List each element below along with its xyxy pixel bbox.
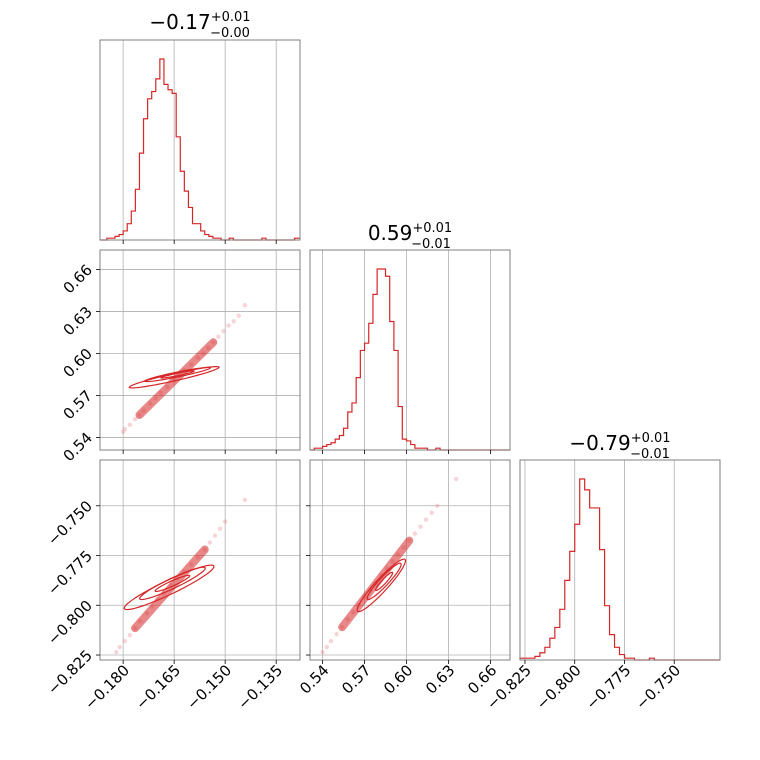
density-core — [135, 338, 218, 420]
sample-point-0 — [320, 649, 325, 655]
sample-point-19 — [222, 519, 228, 524]
sample-point-20 — [226, 323, 231, 328]
title-param-1-plus: +0.01 — [211, 10, 251, 25]
density-core — [131, 545, 209, 633]
tick-label-y-0: 0.54 — [60, 429, 96, 465]
sample-point-19 — [221, 328, 226, 334]
contour-level-0 — [154, 574, 191, 593]
title-param-3-minus: −0.01 — [630, 447, 670, 462]
sample-point-1 — [117, 644, 122, 650]
scatter-panel-param-1-vs-param-3: −0.825−0.800−0.775−0.750−0.180 −0.165 −0.1… — [44, 459, 301, 713]
sample-point-20 — [429, 510, 434, 515]
histogram-panel-param-3: −0.825−0.800−0.775−0.750 −0.79+0.01 −0.01 — [483, 431, 721, 713]
sample-point-21 — [231, 319, 236, 324]
sample-point-17 — [212, 533, 218, 538]
title-param-1-minus: −0.00 — [210, 26, 250, 41]
sample-point-0 — [120, 429, 126, 435]
tick-label-x-2: 0.60 — [380, 661, 416, 697]
title-param-1: −0.17+0.01 −0.00 — [149, 10, 250, 41]
tick-label-x-1: −0.800 — [533, 661, 585, 713]
sample-point-19 — [423, 517, 429, 522]
title-param-2-value: 0.59 — [368, 221, 413, 245]
tick-label-y-1: 0.57 — [60, 387, 96, 423]
title-param-1-value: −0.17 — [149, 10, 210, 34]
sample-point-18 — [418, 524, 423, 529]
tick-label-x-3: −0.135 — [234, 661, 286, 713]
tick-label-x-2: −0.775 — [583, 661, 635, 713]
sample-point-2 — [127, 422, 133, 428]
sample-point-1 — [324, 644, 329, 650]
contour-level-2 — [128, 366, 220, 389]
sample-point-1 — [122, 426, 128, 432]
histogram-panel-param-2: 0.59+0.01 −0.01 — [309, 221, 511, 454]
sample-point-18 — [216, 334, 221, 339]
sample-point-2 — [122, 638, 128, 644]
tick-label-x-0: −0.180 — [81, 661, 133, 713]
tick-label-y-3: −0.750 — [44, 497, 96, 549]
tick-label-x-2: −0.150 — [183, 661, 235, 713]
sample-point-16 — [207, 540, 213, 545]
tick-label-y-2: 0.60 — [60, 345, 96, 381]
tick-label-x-1: 0.57 — [338, 661, 374, 697]
contour-level-0 — [375, 571, 394, 592]
sample-point-3 — [127, 632, 133, 638]
sample-point-3 — [132, 417, 138, 422]
tick-label-x-1: −0.165 — [132, 661, 184, 713]
title-param-2-plus: +0.01 — [412, 221, 452, 236]
title-param-2-minus: −0.01 — [411, 237, 451, 252]
title-param-3: −0.79+0.01 −0.01 — [569, 431, 670, 462]
tick-label-y-0: −0.825 — [44, 646, 96, 698]
tick-label-x-3: −0.750 — [632, 661, 684, 713]
sample-point-22 — [236, 313, 241, 318]
scatter-panel-param-2-vs-param-3: 0.54 0.57 0.60 0.63 0.66 — [296, 459, 511, 698]
tick-label-y-3: 0.63 — [60, 303, 96, 339]
sample-point-22 — [453, 476, 459, 482]
histogram-panel-param-1: −0.17+0.01 −0.00 — [99, 10, 301, 244]
contour-level-2 — [123, 564, 215, 611]
sample-point-23 — [242, 303, 248, 308]
tick-label-x-0: 0.54 — [296, 661, 332, 697]
contour-level-2 — [356, 558, 407, 613]
sample-point-18 — [217, 526, 223, 531]
title-param-2: 0.59+0.01 −0.01 — [368, 221, 452, 252]
contour-level-1 — [366, 562, 402, 601]
sample-point-3 — [334, 631, 339, 637]
tick-label-x-3: 0.63 — [422, 661, 458, 697]
tick-label-y-2: −0.775 — [44, 547, 96, 599]
tick-label-y-1: −0.800 — [44, 597, 96, 649]
title-param-3-plus: +0.01 — [631, 431, 671, 446]
title-param-3-value: −0.79 — [569, 431, 630, 455]
tick-label-y-4: 0.66 — [60, 261, 96, 297]
sample-point-17 — [412, 531, 418, 536]
scatter-panel-param-1-vs-param-2: 0.54 0.57 0.60 0.63 0.66 — [60, 249, 301, 465]
sample-point-21 — [435, 503, 440, 508]
sample-point-2 — [328, 638, 334, 644]
sample-point-20 — [242, 497, 248, 502]
sample-point-0 — [114, 649, 119, 655]
